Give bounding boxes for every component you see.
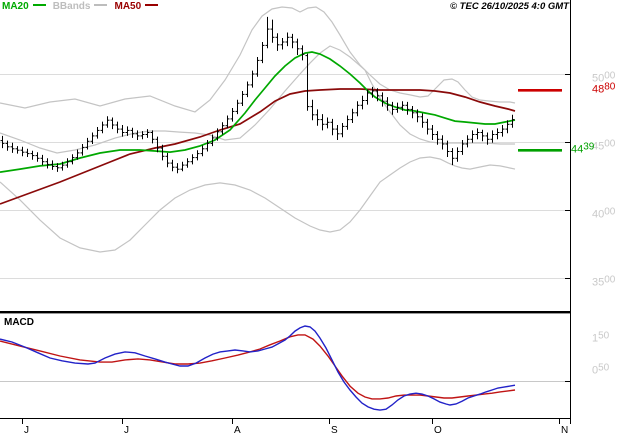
month-label: A xyxy=(234,425,241,436)
copyright-stamp: © TEC 26/10/2025 4:0 GMT xyxy=(450,1,569,12)
legend-ma50-swatch xyxy=(145,4,159,7)
price-axis-label: 5000 xyxy=(592,70,616,85)
support-price-label: 4439 xyxy=(571,141,595,156)
ma20-line xyxy=(0,51,516,173)
bb-lower-line xyxy=(0,156,516,253)
month-label: J xyxy=(24,425,29,436)
legend-bbands-label: BBands xyxy=(52,1,91,12)
ma50-line xyxy=(0,88,516,205)
bb-upper-line xyxy=(0,6,516,113)
legend-ma20-swatch xyxy=(32,4,46,7)
macd-axis-label: 050 xyxy=(592,362,610,377)
panel-separator xyxy=(0,311,570,314)
bb-mid-line xyxy=(0,45,515,154)
resistance-price-label: 4880 xyxy=(592,81,616,96)
legend: MA20 BBands MA50 xyxy=(2,1,165,13)
month-label: J xyxy=(124,425,129,436)
price-axis-label: 4500 xyxy=(592,138,616,153)
legend-ma20-label: MA20 xyxy=(2,1,29,12)
month-label: O xyxy=(434,425,442,436)
legend-bbands-swatch xyxy=(94,4,108,7)
macd-line xyxy=(0,325,516,411)
macd-axis-label: 150 xyxy=(592,330,610,345)
month-label: S xyxy=(331,425,338,436)
price-axis-label: 3500 xyxy=(592,274,616,289)
macd-signal-line xyxy=(0,334,516,400)
month-label: N xyxy=(561,425,569,436)
macd-panel-title: MACD xyxy=(4,317,34,328)
legend-ma50-label: MA50 xyxy=(114,1,142,12)
price-axis-label: 4000 xyxy=(592,206,616,221)
